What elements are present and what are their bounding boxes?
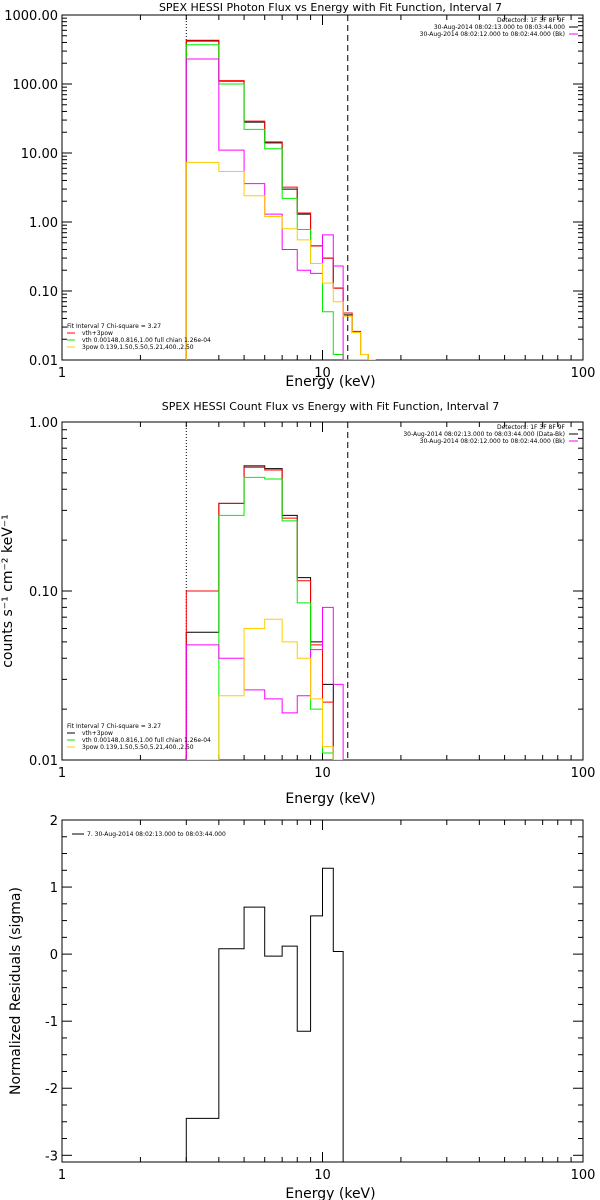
histogram-series-4 (186, 618, 344, 760)
header-line: Detectors: 1F 3F 8F 9F (497, 17, 566, 24)
header-line: 30-Aug-2014 08:02:12.000 to 08:02:44.000… (420, 31, 565, 38)
y-axis-label: counts s⁻¹ cm⁻² keV⁻¹ (0, 514, 16, 668)
y-tick-label: -1 (45, 1015, 58, 1030)
header-line: 30-Aug-2014 08:02:13.000 to 08:03:44.000… (403, 431, 565, 438)
x-tick-label: 10 (314, 366, 331, 381)
x-axis-label: Energy (keV) (285, 374, 375, 390)
legend-line: Fit Interval 7 Chi-square = 3.27 (67, 723, 161, 730)
x-tick-label: 100 (571, 766, 596, 781)
header-line: Detectors: 1F 3F 8F 9F (497, 424, 566, 431)
legend-line: 3pow 0.139,1.50,5.50,5.21,400.,2.50 (82, 744, 194, 751)
x-tick-label: 100 (571, 366, 596, 381)
x-tick-label: 1 (58, 766, 66, 781)
y-tick-label: 1000.00 (4, 9, 58, 24)
legend-line: vth 0.00148,0.816,1.00 full chian 1.26e-… (82, 737, 211, 744)
legend-line: vth 0.00148,0.816,1.00 full chian 1.26e-… (82, 337, 211, 344)
x-axis-label: Energy (keV) (285, 791, 375, 807)
histogram-series-4 (185, 161, 376, 360)
legend-line: 7. 30-Aug-2014 08:02:13.000 to 08:03:44.… (87, 831, 226, 838)
y-tick-label: -2 (45, 1082, 58, 1097)
panel-title: SPEX HESSI Count Flux vs Energy with Fit… (162, 400, 499, 413)
y-tick-label: 2 (50, 814, 58, 829)
histogram-series-3 (185, 58, 344, 360)
x-axis-label: Energy (keV) (285, 1186, 375, 1200)
y-tick-label: 1 (50, 881, 58, 896)
y-tick-label: 0.10 (29, 585, 58, 600)
y-tick-label: 1.00 (29, 216, 58, 231)
x-tick-label: 1 (58, 1168, 66, 1183)
x-tick-label: 1 (58, 366, 66, 381)
y-tick-label: 10.00 (21, 147, 58, 162)
x-tick-label: 10 (314, 1168, 331, 1183)
panel-title: SPEX HESSI Photon Flux vs Energy with Fi… (159, 1, 502, 14)
legend-line: 3pow 0.139,1.50,5.50,5.21,400.,2.50 (82, 344, 194, 351)
histogram-series-3 (185, 606, 344, 760)
legend-line: vth+3pow (82, 330, 113, 337)
header-line: 30-Aug-2014 08:02:12.000 to 08:02:44.000… (420, 438, 565, 445)
y-tick-label: 0 (50, 948, 58, 963)
legend-line: Fit Interval 7 Chi-square = 3.27 (67, 323, 161, 330)
y-tick-label: 0.01 (29, 354, 58, 369)
histogram-series-1 (185, 466, 344, 760)
histogram-series-2 (186, 476, 344, 760)
header-line: 30-Aug-2014 08:02:13.000 to 08:03:44.000 (434, 24, 565, 31)
histogram-series-2 (185, 44, 376, 360)
y-tick-label: 0.10 (29, 285, 58, 300)
y-tick-label: -3 (45, 1149, 58, 1164)
x-tick-label: 100 (571, 1168, 596, 1183)
x-tick-label: 10 (314, 766, 331, 781)
histogram-series-0 (185, 867, 344, 1162)
histogram-series-0 (185, 465, 344, 760)
legend-line: vth+3pow (82, 730, 113, 737)
y-tick-label: 1.00 (29, 416, 58, 431)
y-axis-label: Normalized Residuals (sigma) (8, 887, 24, 1095)
y-tick-label: 100.00 (13, 78, 59, 93)
y-tick-label: 0.01 (29, 754, 58, 769)
